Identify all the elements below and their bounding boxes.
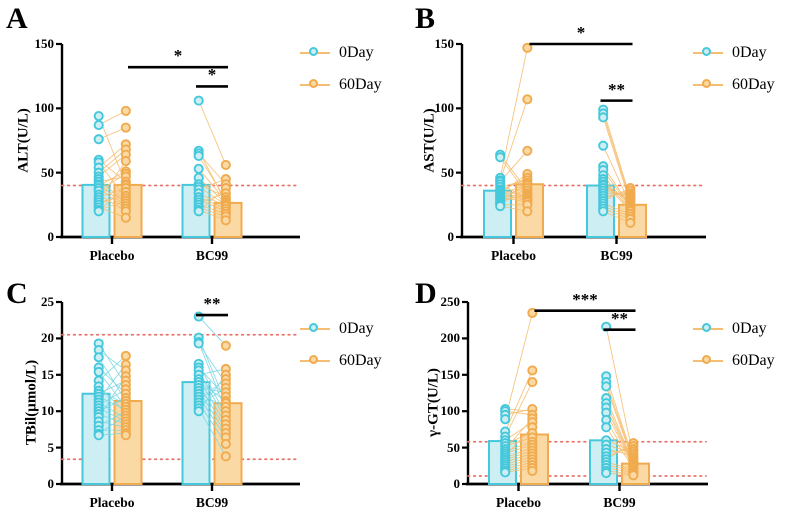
y-tick-label: 0 xyxy=(447,229,455,244)
y-tick-label: 10 xyxy=(41,403,54,419)
x-category-label: BC99 xyxy=(195,495,229,510)
y-tick-label: 250 xyxy=(440,294,461,309)
y-tick-label: 100 xyxy=(434,100,455,116)
significance-stars: * xyxy=(576,23,586,42)
y-tick-label: 15 xyxy=(41,366,54,382)
legend-line-0day xyxy=(300,323,330,332)
legend-marker-0day xyxy=(702,47,711,56)
legend-line-0day xyxy=(300,47,330,56)
x-category-label: Placebo xyxy=(89,495,135,510)
legend-item-0day: 0Day xyxy=(300,44,374,62)
y-tick-label: 150 xyxy=(440,366,461,382)
legend-item-60day: 60Day xyxy=(693,76,775,94)
panel-c-plot xyxy=(56,300,300,491)
legend-line-60day xyxy=(693,355,723,364)
significance-stars: *** xyxy=(572,289,598,309)
legend-marker-60day xyxy=(702,79,711,88)
legend-item-60day: 60Day xyxy=(300,76,382,94)
panel-c-letter: C xyxy=(6,277,28,310)
panel-d-plot xyxy=(462,300,708,491)
significance-stars: * xyxy=(207,65,217,85)
x-category-label: BC99 xyxy=(600,248,633,263)
legend-label-0day: 0Day xyxy=(339,320,374,337)
legend-label-60day: 60Day xyxy=(339,352,382,369)
significance-stars: ** xyxy=(608,79,625,99)
legend-label-60day: 60Day xyxy=(339,76,382,93)
x-category-label: Placebo xyxy=(496,495,541,510)
x-category-label: BC99 xyxy=(603,495,636,510)
legend-line-60day xyxy=(300,79,330,88)
legend-label-0day: 0Day xyxy=(732,320,767,337)
legend-item-60day: 60Day xyxy=(300,352,382,370)
y-tick-label: 0 xyxy=(453,476,461,491)
panel-c: C TBil(µmol/L) 0Day 60Day 0 5 10 15 20 25 Plac… xyxy=(0,264,400,527)
legend-label-0day: 0Day xyxy=(339,44,374,61)
y-tick-label: 50 xyxy=(447,439,460,455)
legend-item-0day: 0Day xyxy=(693,44,767,62)
panel-a-plot xyxy=(56,42,300,244)
y-tick-label: 0 xyxy=(47,476,55,491)
legend-line-60day xyxy=(693,79,723,88)
legend-item-0day: 0Day xyxy=(300,320,374,338)
y-tick-label: 50 xyxy=(441,164,454,180)
y-tick-label: 200 xyxy=(440,330,461,346)
legend-marker-0day xyxy=(702,323,711,332)
y-tick-label: 50 xyxy=(41,164,54,180)
x-category-label: Placebo xyxy=(89,248,135,263)
x-category-label: Placebo xyxy=(491,248,536,263)
legend-marker-60day xyxy=(309,79,318,88)
legend-line-60day xyxy=(300,355,330,364)
panel-a-letter: A xyxy=(6,2,28,35)
y-tick-label: 20 xyxy=(41,330,54,346)
legend-line-0day xyxy=(693,47,723,56)
legend-marker-60day xyxy=(702,355,711,364)
legend-label-0day: 0Day xyxy=(732,44,767,61)
y-tick-label: 150 xyxy=(434,36,455,51)
y-tick-label: 5 xyxy=(47,439,55,455)
panel-b-plot xyxy=(456,42,706,244)
legend-marker-60day xyxy=(309,355,318,364)
panel-d-letter: D xyxy=(415,277,437,310)
legend-label-60day: 60Day xyxy=(732,352,775,369)
significance-stars: * xyxy=(173,46,183,66)
x-category-label: BC99 xyxy=(195,248,229,263)
y-tick-label: 150 xyxy=(34,36,55,51)
legend-item-60day: 60Day xyxy=(693,352,775,370)
y-tick-label: 0 xyxy=(47,229,55,244)
legend-label-60day: 60Day xyxy=(732,76,775,93)
panel-a: A ALT(U/L) 0Day 60Day 0 50 100 150 Placebo BC… xyxy=(0,0,400,264)
panel-b-letter: B xyxy=(415,2,436,35)
significance-stars: ** xyxy=(203,294,221,314)
y-tick-label: 100 xyxy=(34,100,55,116)
y-tick-label: 100 xyxy=(440,403,461,419)
panel-b: B AST(U/L) 0Day 60Day 0 50 100 150 Placebo BC… xyxy=(400,0,793,264)
legend-marker-0day xyxy=(309,47,318,56)
panel-d: D γ-GT(U/L) 0Day 60Day 0 50 100 150 200 250 Pl… xyxy=(400,264,793,527)
legend-marker-0day xyxy=(309,323,318,332)
y-tick-label: 25 xyxy=(41,294,54,309)
legend-line-0day xyxy=(693,323,723,332)
legend-item-0day: 0Day xyxy=(693,320,767,338)
significance-stars: ** xyxy=(611,308,628,328)
